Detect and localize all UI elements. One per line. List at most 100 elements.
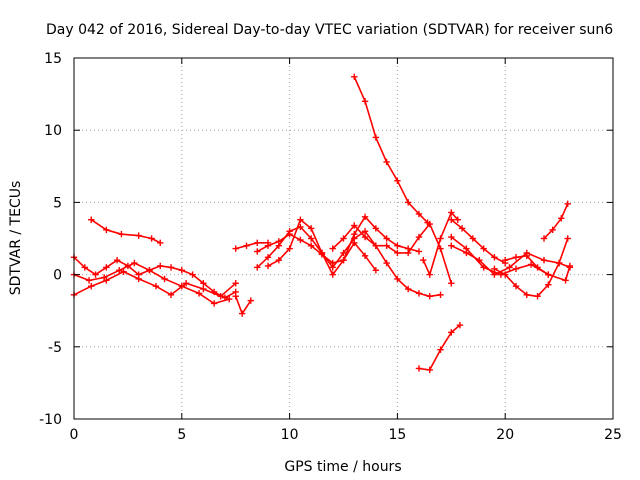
data-point: [512, 254, 520, 261]
data-point: [361, 233, 369, 241]
series-trace-10: [329, 220, 455, 287]
data-point: [264, 262, 272, 270]
data-point: [351, 222, 358, 229]
x-tick-label: 20: [496, 427, 514, 443]
data-point: [404, 285, 412, 293]
data-point: [372, 134, 380, 141]
series-line: [90, 219, 161, 244]
data-point: [254, 264, 261, 271]
data-point: [167, 264, 175, 271]
data-point: [540, 256, 548, 264]
data-point: [383, 235, 390, 242]
data-point: [340, 249, 347, 257]
data-point: [437, 346, 444, 353]
y-tick-label: 5: [53, 195, 62, 211]
data-point: [448, 242, 455, 249]
data-point: [426, 271, 433, 278]
x-axis-title: GPS time / hours: [284, 459, 401, 475]
data-point: [534, 264, 541, 271]
data-point: [88, 282, 95, 290]
data-point: [131, 259, 138, 267]
data-point: [456, 321, 464, 329]
data-point: [167, 291, 175, 299]
data-point: [135, 232, 142, 239]
data-point: [361, 213, 369, 221]
data-point: [210, 300, 218, 307]
data-point: [469, 235, 477, 242]
data-point: [415, 210, 423, 218]
y-axis-title: SDTVAR / TECUs: [8, 181, 24, 296]
data-point: [307, 225, 315, 232]
series-line: [234, 296, 252, 315]
data-point: [566, 264, 574, 271]
data-point: [329, 271, 336, 278]
data-point: [178, 282, 185, 290]
data-point: [404, 199, 412, 206]
data-series: [70, 73, 574, 374]
data-point: [351, 239, 358, 247]
data-point: [297, 236, 304, 244]
data-point: [491, 271, 498, 278]
gridlines: [74, 58, 613, 419]
data-point: [491, 254, 498, 261]
data-point: [523, 291, 530, 299]
data-point: [81, 264, 88, 271]
data-point: [383, 259, 390, 267]
data-point: [394, 275, 401, 283]
data-point: [564, 235, 571, 242]
series-line: [256, 233, 377, 271]
data-point: [454, 216, 461, 223]
data-point: [307, 242, 315, 249]
data-point: [383, 242, 390, 249]
data-point: [415, 248, 423, 255]
data-point: [361, 252, 369, 260]
axis-ticks: 0 5 10 15 20 25 -10 -5 0 5 10 15: [39, 51, 622, 443]
data-point: [404, 249, 412, 257]
data-point: [426, 366, 433, 374]
y-tick-label: -10: [39, 412, 62, 428]
data-point: [157, 239, 164, 247]
data-point: [351, 230, 358, 238]
data-point: [372, 225, 380, 232]
series-line: [353, 76, 429, 224]
data-point: [545, 271, 552, 278]
data-point: [340, 235, 347, 242]
series-trace-1: [88, 216, 164, 247]
series-line: [73, 270, 237, 298]
series-line: [494, 238, 569, 298]
data-point: [523, 252, 530, 260]
data-point: [448, 329, 455, 336]
data-point: [476, 256, 483, 264]
x-tick-label: 0: [70, 427, 79, 443]
series-line: [73, 256, 237, 299]
data-point: [540, 235, 548, 242]
series-trace-17: [491, 235, 571, 300]
x-tick-label: 25: [604, 427, 622, 443]
data-point: [243, 242, 250, 249]
data-point: [340, 256, 347, 264]
data-point: [512, 265, 520, 273]
series-trace-18: [540, 200, 571, 242]
x-tick-label: 10: [281, 427, 299, 443]
data-point: [564, 200, 571, 208]
data-point: [275, 238, 283, 245]
series-trace-11: [351, 73, 431, 226]
data-point: [426, 293, 433, 300]
y-tick-label: 10: [44, 123, 62, 139]
data-point: [463, 249, 470, 257]
data-point: [135, 275, 142, 283]
data-point: [120, 268, 127, 275]
data-point: [161, 275, 168, 283]
data-point: [178, 267, 185, 274]
data-point: [232, 293, 239, 300]
data-point: [152, 282, 160, 290]
data-point: [254, 239, 261, 247]
data-point: [372, 242, 380, 249]
series-trace-7: [254, 223, 444, 300]
data-point: [555, 259, 563, 267]
series-line: [450, 219, 506, 264]
data-point: [545, 281, 552, 288]
data-point: [394, 249, 401, 257]
data-point: [448, 216, 455, 223]
